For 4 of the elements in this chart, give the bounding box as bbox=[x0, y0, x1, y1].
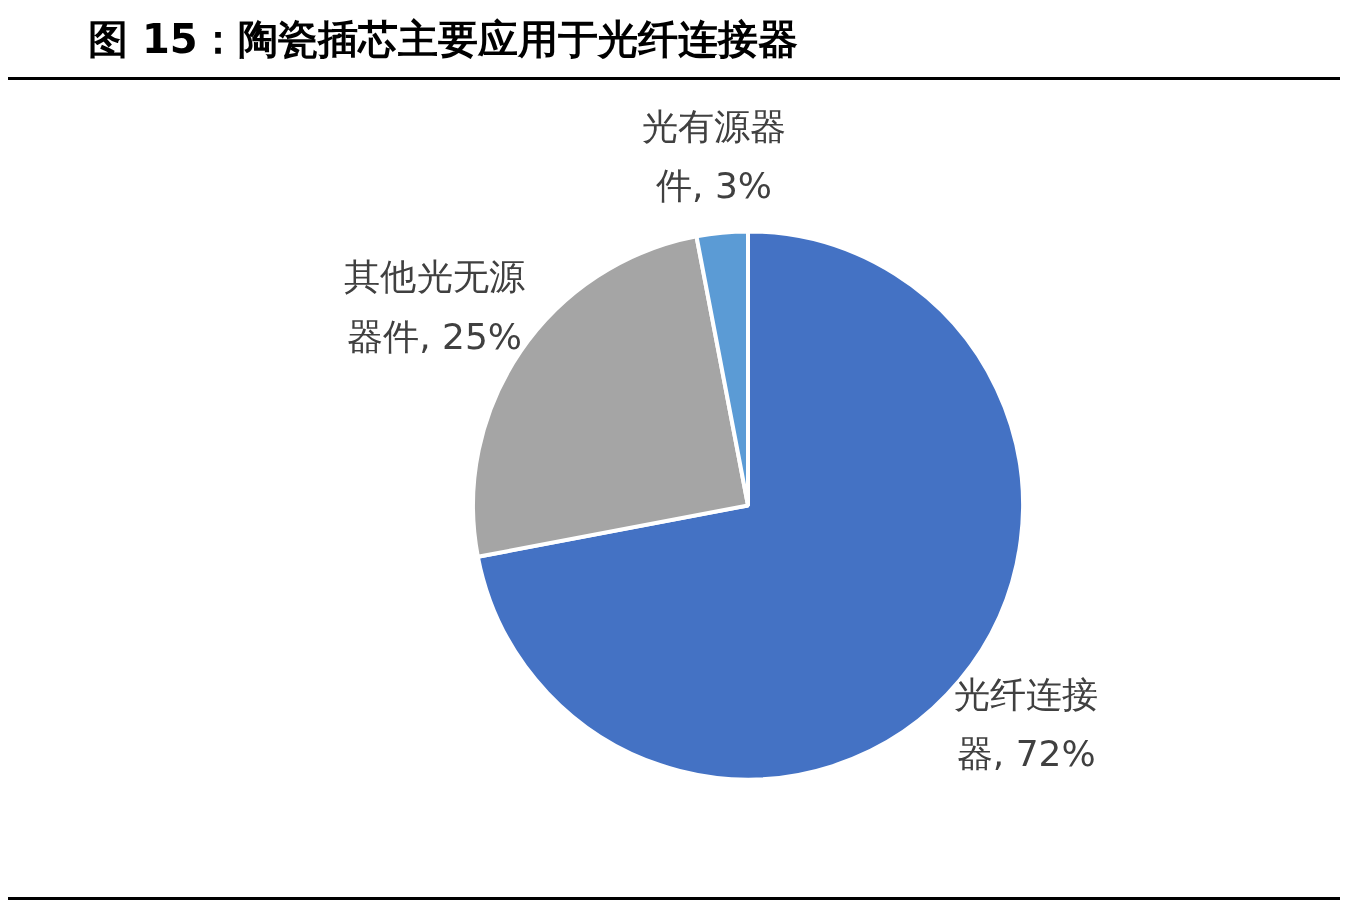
slice-label: 其他光无源器件, 25% bbox=[344, 256, 525, 358]
slice-label: 光纤连接器, 72% bbox=[954, 673, 1099, 775]
slice-label: 光有源器件, 3% bbox=[641, 105, 787, 207]
chart-title: 图 15：陶瓷插芯主要应用于光纤连接器 bbox=[8, 8, 1340, 80]
